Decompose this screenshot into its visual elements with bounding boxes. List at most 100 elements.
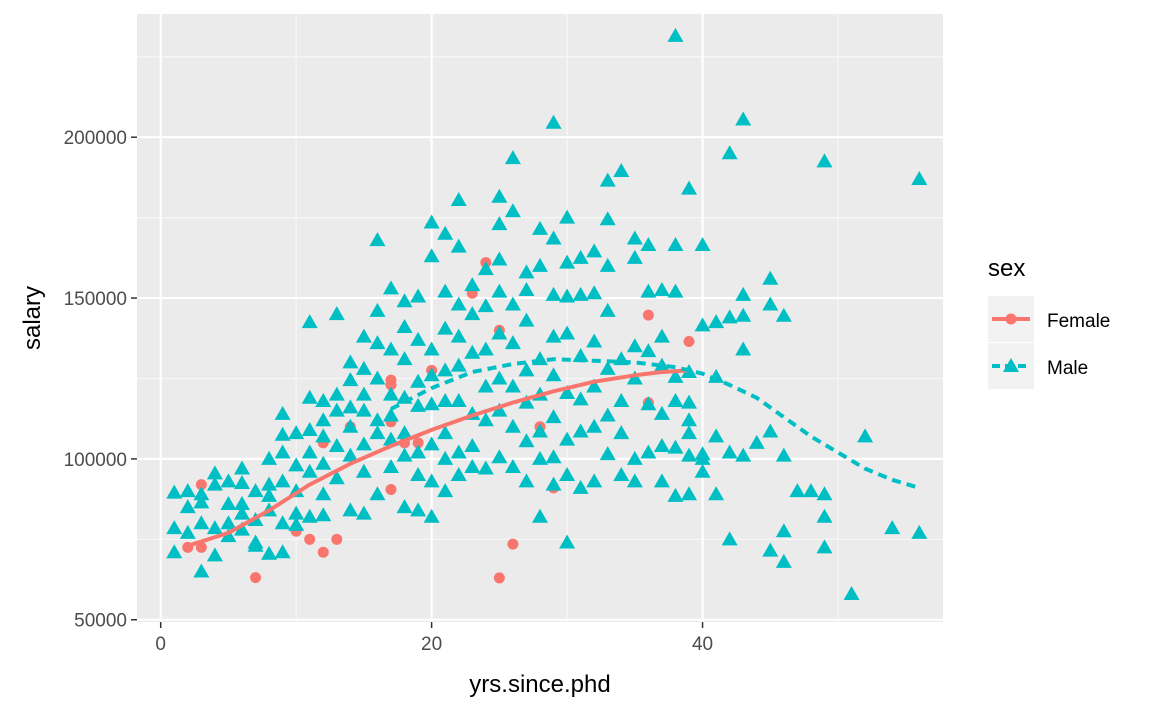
point-male (545, 114, 562, 129)
point-male (315, 392, 332, 407)
point-male (342, 447, 359, 462)
point-male (532, 423, 548, 438)
point-male (559, 325, 576, 340)
point-male (274, 405, 291, 420)
point-male (504, 378, 521, 393)
point-male (342, 418, 359, 433)
point-male (559, 466, 576, 481)
point-male (708, 428, 725, 443)
point-male (233, 475, 250, 490)
x-tick-label: 0 (155, 634, 166, 655)
point-male (315, 428, 332, 443)
point-male (369, 232, 386, 247)
point-male (315, 412, 332, 427)
point-male (450, 466, 467, 481)
point-male (382, 341, 399, 356)
point-male (301, 421, 318, 436)
point-male (247, 534, 264, 549)
data-points (166, 27, 928, 601)
y-tick-label: 200000 (64, 128, 127, 149)
point-male (491, 216, 508, 231)
point-male (382, 431, 399, 446)
point-male (206, 520, 223, 535)
point-male (477, 341, 494, 356)
point-male (532, 508, 548, 523)
minor-gridlines (137, 14, 943, 622)
point-male (450, 238, 467, 253)
point-male (775, 553, 792, 568)
point-male (220, 528, 237, 543)
point-male (518, 473, 535, 488)
point-male (626, 230, 643, 245)
point-male (667, 236, 684, 251)
point-female (250, 572, 262, 584)
point-male (545, 409, 562, 424)
point-male (396, 499, 413, 514)
point-male (355, 436, 372, 451)
point-male (382, 407, 399, 422)
point-male (369, 412, 386, 427)
point-male (599, 302, 616, 317)
point-male (450, 444, 467, 459)
point-male (572, 391, 589, 406)
legend-marker-female (1005, 313, 1017, 325)
point-male (410, 331, 427, 346)
point-male (464, 344, 481, 359)
point-female (385, 374, 397, 386)
point-male (681, 412, 698, 427)
point-male (681, 447, 698, 462)
point-male (626, 450, 643, 465)
point-male (355, 463, 372, 478)
point-male (233, 460, 250, 475)
point-male (884, 520, 901, 535)
point-male (274, 426, 291, 441)
point-male (599, 360, 616, 375)
point-male (518, 394, 535, 409)
point-male (491, 370, 508, 385)
point-male (504, 335, 521, 350)
plot-panel (137, 14, 943, 622)
point-male (586, 473, 603, 488)
point-male (653, 405, 670, 420)
point-male (694, 463, 711, 478)
legend-item-male: Male (988, 343, 1088, 389)
trend-lines (187, 357, 920, 548)
point-male (342, 354, 359, 369)
point-male (586, 418, 603, 433)
point-female (683, 335, 695, 347)
point-male (301, 314, 318, 329)
point-male (708, 486, 725, 501)
point-male (545, 230, 562, 245)
point-male (301, 463, 318, 478)
point-male (545, 328, 562, 343)
point-male (735, 341, 752, 356)
point-male (288, 425, 305, 440)
point-male (477, 378, 494, 393)
point-male (437, 225, 454, 240)
point-male (816, 153, 833, 168)
legend: sex Female Male (988, 255, 1110, 389)
point-male (179, 483, 196, 498)
point-male (369, 425, 386, 440)
point-male (775, 447, 792, 462)
point-male (559, 431, 576, 446)
point-male (613, 466, 630, 481)
point-male (694, 317, 711, 332)
point-male (382, 458, 399, 473)
point-male (681, 425, 698, 440)
point-male (518, 264, 535, 279)
point-female (317, 546, 329, 558)
point-male (437, 483, 454, 498)
point-male (437, 362, 454, 377)
y-tick-label: 150000 (64, 289, 127, 310)
point-male (626, 370, 643, 385)
point-male (735, 111, 752, 126)
point-male (613, 162, 630, 177)
point-male (653, 328, 670, 343)
point-male (193, 563, 210, 578)
point-female (331, 533, 343, 545)
point-male (762, 270, 779, 285)
point-male (626, 473, 643, 488)
point-male (261, 545, 278, 560)
point-male (233, 495, 250, 510)
